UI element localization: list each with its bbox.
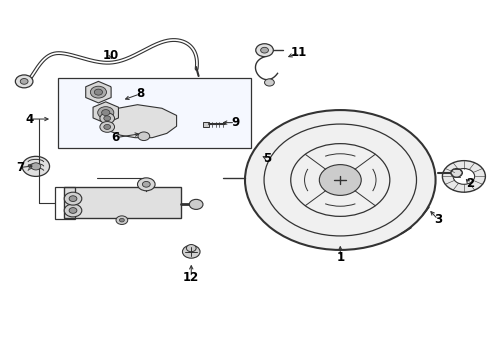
- Circle shape: [138, 178, 155, 191]
- Circle shape: [101, 109, 110, 116]
- Circle shape: [182, 245, 200, 258]
- Text: 3: 3: [434, 213, 442, 226]
- Text: 10: 10: [102, 49, 119, 62]
- Circle shape: [20, 78, 28, 84]
- Text: 6: 6: [111, 131, 120, 144]
- Text: 7: 7: [16, 161, 24, 174]
- Circle shape: [69, 196, 77, 202]
- Circle shape: [143, 181, 150, 187]
- Circle shape: [189, 199, 203, 210]
- Circle shape: [94, 89, 102, 95]
- Circle shape: [100, 122, 115, 132]
- Text: 9: 9: [231, 116, 239, 129]
- Circle shape: [116, 216, 128, 225]
- Circle shape: [90, 86, 106, 98]
- Polygon shape: [86, 81, 111, 103]
- Circle shape: [98, 107, 114, 118]
- Polygon shape: [103, 105, 176, 138]
- Circle shape: [186, 244, 196, 252]
- Text: 5: 5: [263, 152, 271, 165]
- Text: 1: 1: [336, 251, 344, 264]
- Text: 4: 4: [26, 113, 34, 126]
- Polygon shape: [93, 102, 119, 123]
- Circle shape: [451, 168, 463, 177]
- Text: 2: 2: [466, 177, 474, 190]
- Circle shape: [319, 165, 361, 195]
- Text: 8: 8: [136, 87, 144, 100]
- Circle shape: [69, 208, 77, 213]
- Circle shape: [64, 204, 82, 217]
- Bar: [58, 78, 251, 148]
- Circle shape: [22, 156, 49, 176]
- Circle shape: [31, 163, 41, 170]
- Bar: [55, 187, 75, 220]
- Bar: [64, 187, 181, 218]
- Circle shape: [442, 161, 486, 192]
- Circle shape: [104, 116, 111, 121]
- Circle shape: [256, 44, 273, 57]
- Circle shape: [104, 125, 111, 130]
- Circle shape: [453, 168, 475, 184]
- Text: 12: 12: [183, 271, 199, 284]
- Circle shape: [265, 79, 274, 86]
- Circle shape: [261, 47, 269, 53]
- Circle shape: [120, 219, 124, 222]
- Circle shape: [100, 113, 115, 124]
- Circle shape: [64, 192, 82, 205]
- Circle shape: [245, 110, 436, 250]
- Circle shape: [138, 132, 150, 140]
- Bar: [203, 122, 209, 127]
- Circle shape: [15, 75, 33, 88]
- Text: 11: 11: [291, 46, 307, 59]
